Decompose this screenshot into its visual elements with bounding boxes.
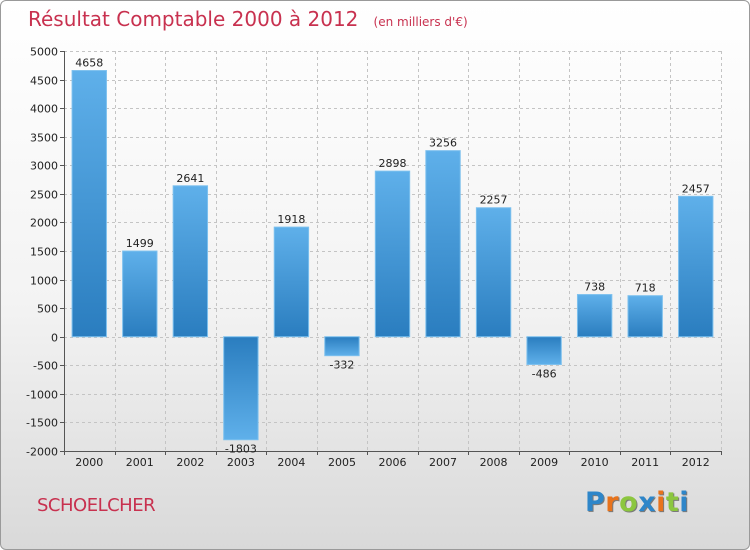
bar-2009 [526, 336, 562, 365]
bar-2010 [576, 294, 613, 338]
y-tick-label: 2500 [30, 189, 58, 202]
y-tick-label: 1000 [30, 275, 58, 288]
x-tick-label: 2006 [379, 456, 407, 469]
y-tick-label: 500 [37, 303, 58, 316]
data-label-2004: 1918 [277, 213, 305, 226]
x-tick-label: 2005 [328, 456, 356, 469]
title-line: Résultat Comptable 2000 à 2012 (en milli… [28, 7, 468, 31]
x-tick-label: 2009 [530, 456, 558, 469]
x-tick-label: 2010 [581, 456, 609, 469]
y-tick-label: -1000 [26, 389, 58, 402]
data-label-2005: -332 [329, 359, 354, 372]
logo-letter: i [679, 487, 690, 518]
data-label-2009: -486 [532, 367, 557, 380]
x-tick-label: 2011 [631, 456, 659, 469]
data-label-2012: 2457 [682, 182, 710, 195]
y-tick-label: -2000 [26, 446, 58, 459]
y-tick-label: 3000 [30, 160, 58, 173]
bar-2011 [627, 295, 663, 338]
data-label-2001: 1499 [126, 237, 154, 250]
bar-2007 [425, 150, 461, 338]
logo-letter: t [665, 487, 680, 518]
proxiti-logo: Proxiti [585, 487, 689, 518]
x-tick-label: 2008 [480, 456, 508, 469]
y-tick-label: 4000 [30, 103, 58, 116]
y-tick-label: 4500 [30, 75, 58, 88]
logo-letter: o [619, 487, 639, 518]
x-tick-label: 2003 [227, 456, 255, 469]
data-label-2000: 4658 [75, 57, 103, 70]
y-tick-label: 3500 [30, 132, 58, 145]
chart-subtitle: (en milliers d'€) [373, 15, 468, 29]
bar-2003 [223, 336, 259, 441]
data-label-2007: 3256 [429, 137, 457, 150]
bar-2002 [172, 185, 209, 338]
bar-2001 [122, 250, 158, 338]
bar-2012 [678, 195, 714, 338]
bar-layer [71, 70, 714, 441]
bar-2006 [374, 170, 411, 338]
logo-letter: i [656, 487, 666, 518]
bar-2004 [273, 226, 310, 338]
data-label-2010: 738 [584, 281, 605, 294]
data-label-2008: 2257 [480, 194, 508, 207]
x-tick-label: 2007 [429, 456, 457, 469]
y-tick-label: 2000 [30, 217, 58, 230]
x-tick-label: 2004 [277, 456, 305, 469]
x-tick-label: 2001 [126, 456, 154, 469]
data-label-2002: 2641 [176, 172, 204, 185]
city-name: SCHOELCHER [37, 495, 156, 516]
data-label-2003: -1803 [225, 443, 257, 456]
bar-2005 [324, 336, 360, 357]
y-tick-label: 1500 [30, 246, 58, 259]
bar-2008 [475, 207, 512, 338]
y-tick-label: -500 [33, 360, 58, 373]
y-tick-label: 0 [51, 332, 58, 345]
logo-letter: r [605, 487, 620, 518]
bar-2000 [71, 70, 107, 338]
chart-title: Résultat Comptable 2000 à 2012 [28, 7, 359, 31]
data-label-2006: 2898 [379, 157, 407, 170]
axis-layer: 5000450040003500300025002000150010005000… [26, 46, 722, 469]
x-tick-label: 2002 [176, 456, 204, 469]
label-layer: 4658 1499 2641 -1803 1918 -332 2898 3256 2257 -48… [75, 57, 709, 456]
logo-letter: P [585, 487, 606, 518]
x-tick-label: 2012 [682, 456, 710, 469]
y-tick-label: 5000 [30, 46, 58, 59]
data-label-2011: 718 [635, 282, 656, 295]
y-tick-label: -1500 [26, 417, 58, 430]
logo-letter: x [638, 487, 657, 518]
x-tick-label: 2000 [75, 456, 103, 469]
